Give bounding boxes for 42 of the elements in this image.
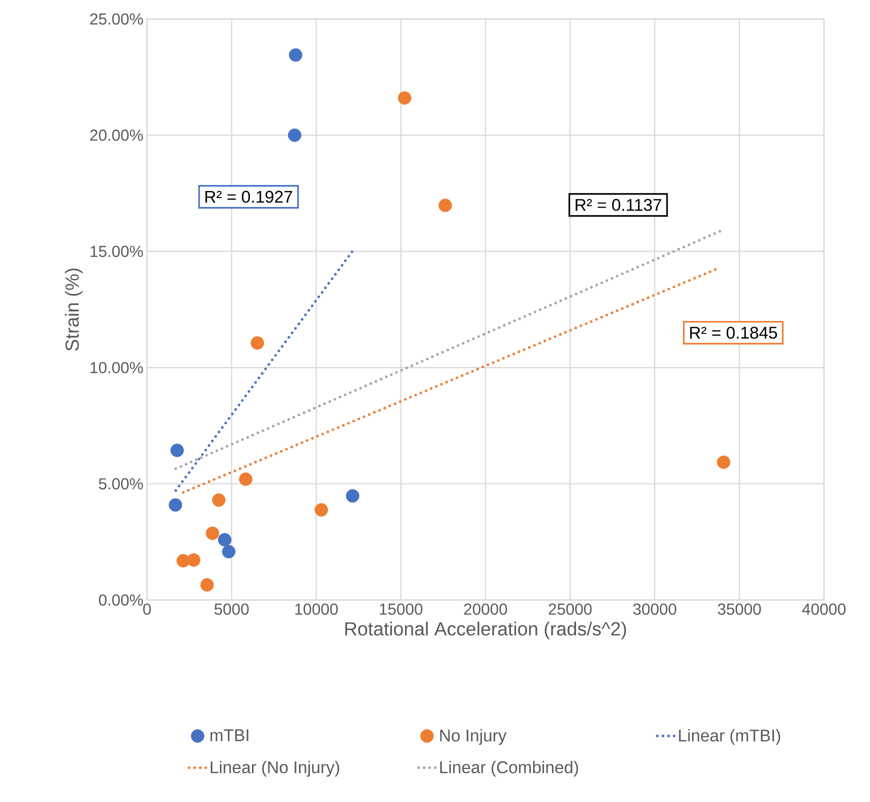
annotation: R² = 0.1845 <box>690 326 778 339</box>
point <box>716 455 730 469</box>
legend-label: mTBI <box>210 729 248 742</box>
annotation: R² = 0.1927 <box>205 190 292 203</box>
point <box>222 544 236 558</box>
legend-label: Linear (No Injury) <box>210 760 340 777</box>
x-tick-label: 0 <box>143 604 151 615</box>
point <box>206 526 220 540</box>
point <box>187 553 200 567</box>
x-tick-label: 25000 <box>548 604 592 615</box>
point <box>288 128 302 142</box>
y-tick-label: 5.00% <box>98 478 143 490</box>
x-tick-label: 35000 <box>718 604 761 615</box>
point <box>250 336 264 350</box>
legend-label: No Injury <box>440 729 507 745</box>
legend-label: Linear (Combined) <box>440 760 578 777</box>
point <box>238 472 252 486</box>
x-tick-label: 5000 <box>214 604 249 615</box>
point <box>170 444 184 458</box>
x-axis-title: Rotational Acceleration (rads/s^2) <box>345 622 626 640</box>
point <box>168 498 182 512</box>
y-axis-title: Strain (%) <box>64 268 83 351</box>
x-tick-label: 40000 <box>802 604 846 615</box>
x-tick-label: 15000 <box>380 604 422 615</box>
x-tick-label: 20000 <box>464 604 508 615</box>
point <box>288 48 302 62</box>
y-tick-label: 10.00% <box>90 362 143 374</box>
point <box>438 198 452 212</box>
point <box>200 578 214 592</box>
point <box>314 503 328 517</box>
y-tick-label: 0.00% <box>98 594 143 606</box>
point <box>212 493 226 507</box>
x-tick-label: 30000 <box>633 604 676 615</box>
legend-label: Linear (mTBI) <box>679 729 780 745</box>
y-tick-label: 25.00% <box>90 13 143 25</box>
point <box>398 91 412 105</box>
y-tick-label: 15.00% <box>90 246 143 258</box>
x-tick-label: 10000 <box>295 604 338 615</box>
point <box>218 533 232 547</box>
y-tick-label: 20.00% <box>90 130 143 141</box>
point <box>346 489 360 503</box>
annotation: R² = 0.1137 <box>576 198 662 211</box>
